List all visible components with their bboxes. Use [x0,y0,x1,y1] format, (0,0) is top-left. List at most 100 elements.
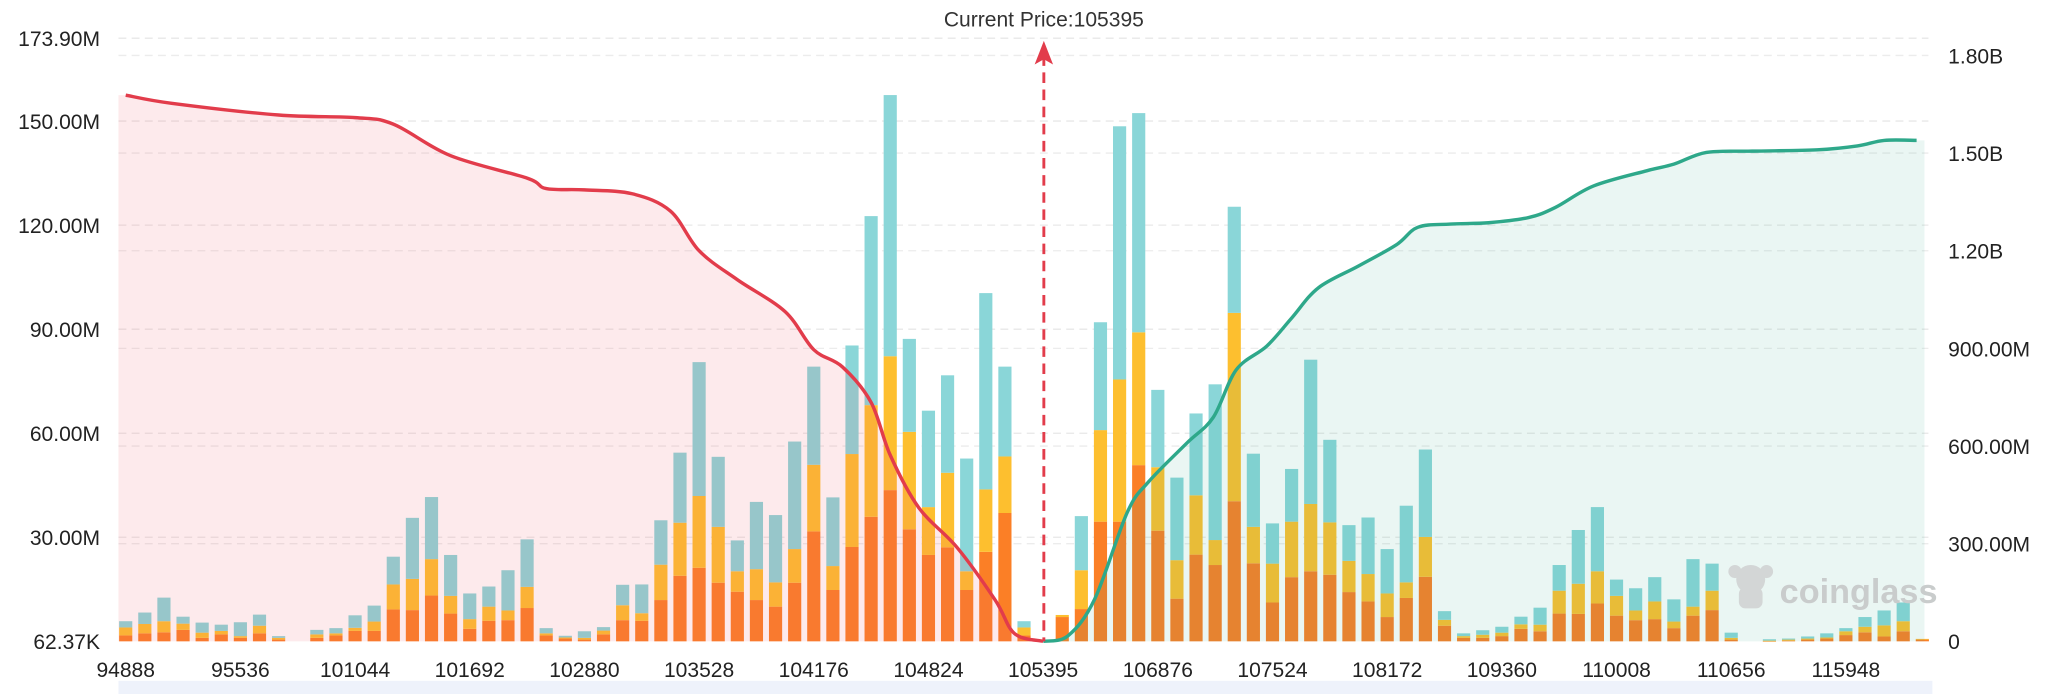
bar-segment-1 [902,431,916,530]
bar-segment-2 [883,95,897,357]
x-axis-tick-label: 95536 [211,659,270,682]
x-axis-tick-label: 102880 [549,659,619,682]
bar-segment-2 [1017,621,1031,628]
right-axis-tick-label: 600.00M [1948,436,2030,459]
bar-segment-1 [692,496,706,568]
bar-segment-1 [214,630,228,635]
x-axis-tick-label: 104176 [779,659,849,682]
bar-segment-0 [1896,631,1910,642]
bar-segment-1 [807,464,821,532]
bar-segment-1 [1705,590,1719,611]
bar-segment-0 [864,516,878,642]
bar-segment-0 [940,547,955,642]
left-axis-tick-label: 60.00M [30,423,100,446]
bar-segment-0 [1724,639,1738,642]
bar-segment-1 [463,619,477,629]
bar-segment-1 [768,582,783,607]
bar-segment-2 [1705,563,1719,591]
bar-segment-0 [1113,521,1127,642]
bar-segment-2 [979,293,993,490]
bar-segment-0 [960,589,974,642]
bar-segment-2 [214,624,228,631]
bar-segment-2 [1820,633,1834,638]
bar-segment-2 [329,628,343,634]
bar-segment-0 [788,582,802,642]
bar-segment-2 [1399,505,1413,583]
bar-segment-1 [1418,536,1432,577]
bar-segment-0 [883,490,897,642]
bar-segment-1 [539,633,553,636]
left-axis-tick-label: 62.37K [33,631,100,654]
bar-segment-1 [1724,637,1738,640]
bar-segment-0 [157,632,171,642]
bar-segment-0 [501,620,515,642]
bar-segment-0 [252,633,267,642]
right-axis-tick-label: 300.00M [1948,534,2030,557]
bar-segment-0 [520,608,534,642]
bar-segment-0 [214,634,228,642]
bar-segment-2 [1609,579,1624,596]
bar-segment-0 [195,637,209,642]
bar-segment-1 [845,454,859,547]
left-axis-tick-label: 120.00M [18,215,100,238]
bar-segment-1 [673,522,687,576]
bar-segment-2 [577,631,592,638]
bar-segment-2 [138,612,152,624]
bar-segment-2 [1113,126,1127,380]
bar-segment-2 [348,615,362,628]
bar-segment-1 [883,356,897,491]
short-cumulative-area [1043,139,1925,642]
bar-segment-2 [176,616,190,624]
bar-segment-0 [1151,530,1165,642]
x-axis-tick-label: 101692 [435,659,505,682]
bar-segment-0 [348,630,362,642]
bar-segment-0 [730,591,744,642]
bar-segment-2 [654,520,668,565]
bar-segment-1 [1323,522,1337,575]
bar-segment-0 [1686,615,1700,642]
bar-segment-2 [1227,206,1241,313]
bar-segment-0 [444,613,458,642]
current-price-label: Current Price:105395 [944,8,1144,31]
range-slider-track[interactable] [118,680,1933,694]
bar-segment-2 [1476,630,1490,635]
bar-segment-1 [1227,312,1241,502]
long-cumulative-area [118,95,1044,642]
bar-segment-2 [1571,529,1585,584]
bar-segment-0 [1399,597,1413,642]
bar-segment-1 [272,637,286,640]
bar-segment-0 [654,600,668,642]
bar-segment-1 [654,564,668,601]
bar-segment-0 [1629,620,1643,642]
x-axis-tick-label: 103528 [664,659,734,682]
bar-segment-2 [1877,610,1891,626]
bar-segment-2 [1304,359,1318,504]
bar-segment-1 [1590,571,1604,604]
bar-segment-1 [788,549,802,583]
bar-segment-1 [826,566,840,590]
bar-segment-2 [520,539,534,587]
bar-segment-2 [1552,565,1566,591]
bar-segment-1 [596,630,611,635]
bar-segment-0 [1533,631,1547,642]
bar-segment-0 [1437,625,1452,642]
bar-segment-2 [730,540,744,572]
bar-segment-1 [1915,638,1929,640]
bar-segment-0 [1304,571,1318,642]
bar-segment-2 [1801,636,1815,639]
bar-segment-2 [501,570,515,611]
bar-segment-2 [1132,113,1146,333]
right-axis-tick-label: 1.50B [1948,143,2003,166]
bar-segment-2 [1208,384,1222,541]
bar-segment-1 [1285,521,1299,578]
bar-segment-2 [1457,633,1471,637]
bar-segment-1 [940,472,955,548]
bar-segment-2 [788,441,802,550]
bar-segment-0 [768,606,783,642]
bar-segment-1 [730,571,744,592]
bar-segment-2 [1781,638,1796,640]
short-cumulative-line [1042,138,1917,644]
right-axis-tick-label: 900.00M [1948,338,2030,361]
bar-segment-0 [482,620,496,642]
bar-segment-0 [1246,563,1260,642]
